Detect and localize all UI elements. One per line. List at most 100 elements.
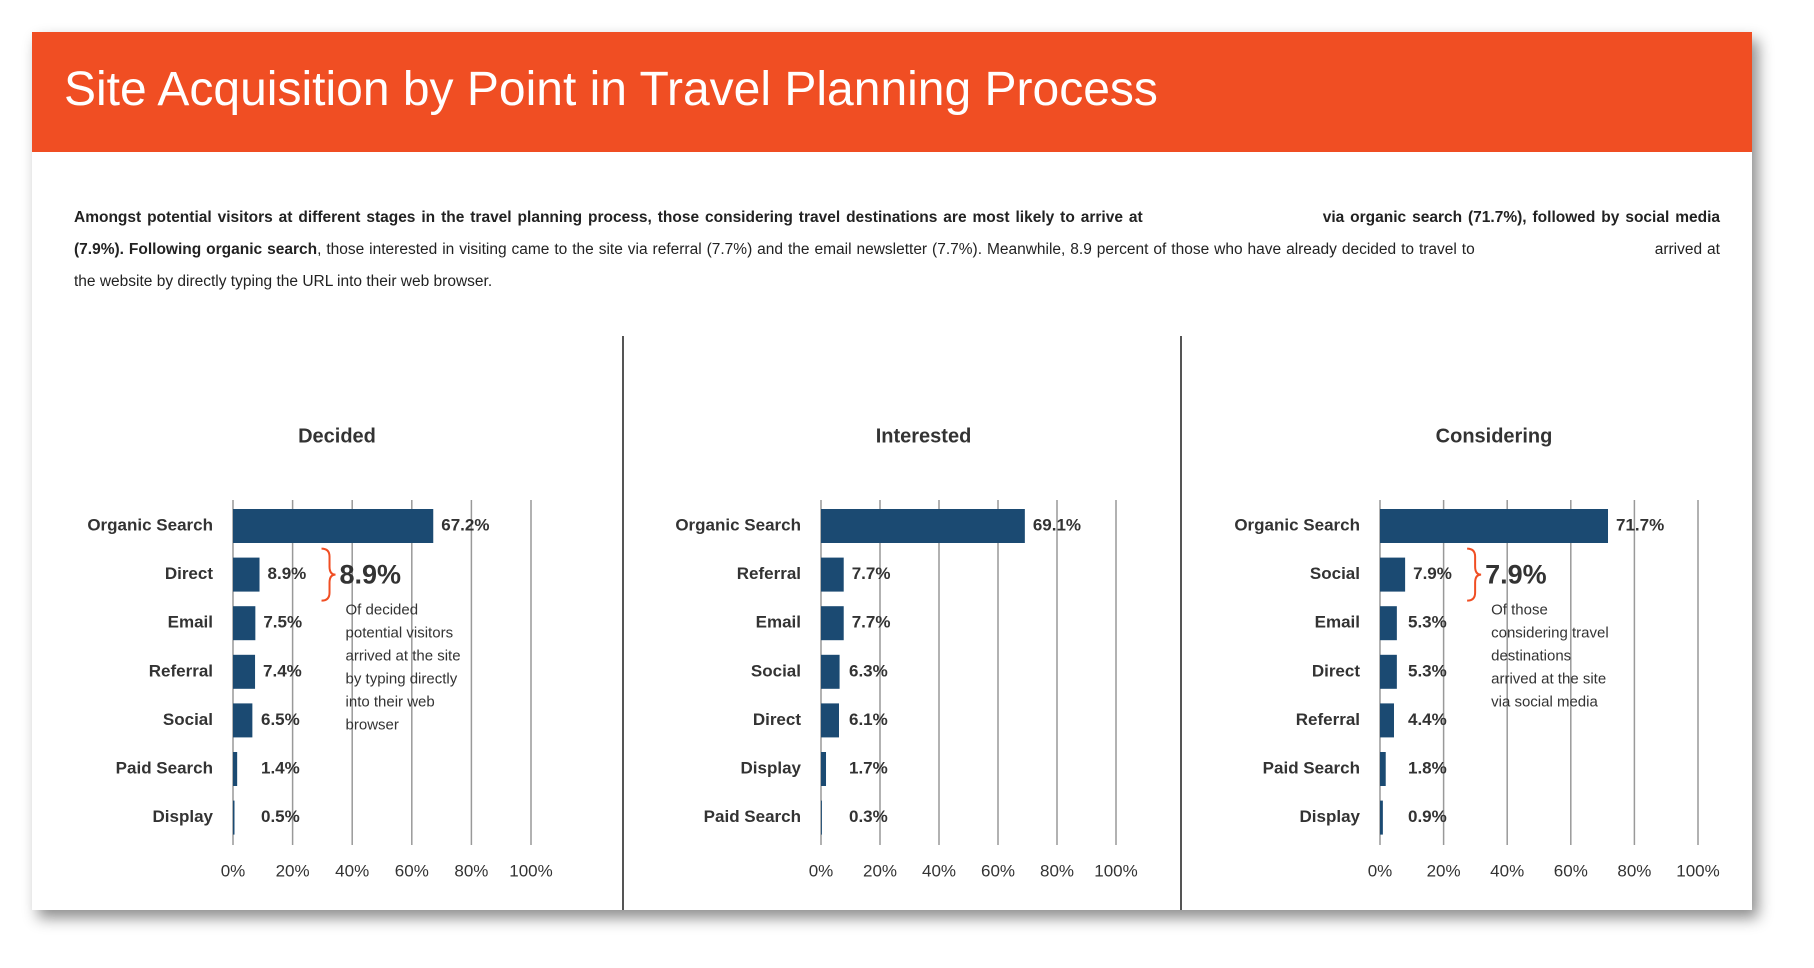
slide: Site Acquisition by Point in Travel Plan… [32, 32, 1752, 910]
bar [821, 654, 840, 689]
y-tick-label: Display [741, 758, 802, 777]
value-label: 69.1% [1033, 515, 1081, 534]
x-tick-label: 20% [276, 861, 310, 880]
bar [233, 752, 238, 786]
y-tick-label: Email [756, 613, 801, 632]
bar [1380, 509, 1609, 543]
y-tick-label: Display [153, 807, 214, 826]
bar [821, 703, 839, 738]
bar [821, 509, 1025, 543]
x-tick-label: 0% [221, 861, 246, 880]
x-tick-label: 0% [809, 861, 834, 880]
callout-value: 7.9% [1485, 560, 1547, 590]
y-tick-label: Social [163, 710, 213, 729]
callout-text: destinations [1491, 648, 1571, 665]
x-tick-label: 60% [395, 861, 429, 880]
x-tick-label: 40% [335, 861, 369, 880]
bar [233, 606, 256, 641]
value-label: 7.7% [852, 564, 891, 583]
value-label: 7.9% [1413, 564, 1452, 583]
text-part: via organic search (71.7%), followed by … [74, 209, 1721, 258]
value-label: 67.2% [441, 515, 489, 534]
y-tick-label: Social [1310, 564, 1360, 583]
callout-text: browser [346, 717, 399, 734]
value-label: 1.7% [849, 758, 888, 777]
y-tick-label: Direct [753, 710, 802, 729]
y-tick-label: Organic Search [1234, 515, 1360, 534]
value-label: 5.3% [1408, 613, 1447, 632]
value-label: 5.3% [1408, 661, 1447, 680]
bar [233, 800, 235, 835]
y-tick-label: Paid Search [116, 758, 213, 777]
value-label: 7.5% [263, 613, 302, 632]
x-tick-label: 80% [1617, 861, 1651, 880]
chart-title: Considering [1436, 425, 1553, 447]
brace [321, 547, 336, 602]
callout-value: 8.9% [340, 560, 402, 590]
value-label: 0.9% [1408, 807, 1447, 826]
x-tick-label: 20% [1427, 861, 1461, 880]
callout-text: potential visitors [346, 625, 454, 642]
bar [233, 557, 260, 592]
x-tick-label: 100% [1676, 861, 1719, 880]
value-label: 7.7% [852, 613, 891, 632]
value-label: 0.3% [849, 807, 888, 826]
x-tick-label: 80% [1040, 861, 1074, 880]
banner: Site Acquisition by Point in Travel Plan… [32, 32, 1752, 152]
text-part: Amongst potential visitors at different … [74, 209, 1143, 226]
description: Amongst potential visitors at different … [74, 202, 1720, 298]
bar [1380, 606, 1397, 641]
value-label: 7.4% [263, 661, 302, 680]
y-tick-label: Referral [1296, 710, 1360, 729]
x-tick-label: 80% [454, 861, 488, 880]
value-label: 8.9% [268, 564, 307, 583]
callout-text: considering travel [1491, 625, 1609, 642]
chart-title: Decided [298, 425, 376, 447]
callout-text: into their web [346, 694, 435, 711]
x-tick-label: 60% [981, 861, 1015, 880]
y-tick-label: Referral [149, 661, 213, 680]
x-tick-label: 100% [509, 861, 552, 880]
callout-text: arrived at the site [1491, 671, 1606, 688]
x-tick-label: 20% [863, 861, 897, 880]
value-label: 1.4% [261, 758, 300, 777]
bar [233, 703, 253, 738]
slide-title: Site Acquisition by Point in Travel Plan… [64, 63, 1158, 116]
bar [1380, 654, 1397, 689]
y-tick-label: Social [751, 661, 801, 680]
value-label: 6.1% [849, 710, 888, 729]
y-tick-label: Direct [1312, 661, 1361, 680]
bar [1380, 703, 1394, 738]
text-part: , those interested in visiting came to t… [317, 241, 1475, 258]
y-tick-label: Paid Search [1263, 758, 1360, 777]
callout-text: via social media [1491, 694, 1598, 711]
y-tick-label: Paid Search [704, 807, 801, 826]
x-tick-label: 40% [922, 861, 956, 880]
y-tick-label: Organic Search [675, 515, 801, 534]
callout-text: Of decided [346, 602, 419, 619]
y-tick-label: Organic Search [87, 515, 213, 534]
bar [821, 800, 822, 835]
y-tick-label: Referral [737, 564, 801, 583]
y-tick-label: Direct [165, 564, 214, 583]
bar [1380, 752, 1386, 786]
callout-text: arrived at the site [346, 648, 461, 665]
text-part: arrived at the website by directly typin… [74, 241, 1720, 290]
value-label: 6.3% [849, 661, 888, 680]
value-label: 4.4% [1408, 710, 1447, 729]
y-tick-label: Display [1300, 807, 1361, 826]
value-label: 6.5% [261, 710, 300, 729]
x-tick-label: 100% [1094, 861, 1137, 880]
y-tick-label: Email [168, 613, 213, 632]
bar [1380, 800, 1383, 835]
bar [233, 509, 434, 543]
x-tick-label: 60% [1554, 861, 1588, 880]
bar [233, 654, 256, 689]
bar [821, 752, 827, 786]
callout-text: Of those [1491, 602, 1548, 619]
bar [821, 557, 844, 592]
x-tick-label: 40% [1490, 861, 1524, 880]
value-label: 1.8% [1408, 758, 1447, 777]
